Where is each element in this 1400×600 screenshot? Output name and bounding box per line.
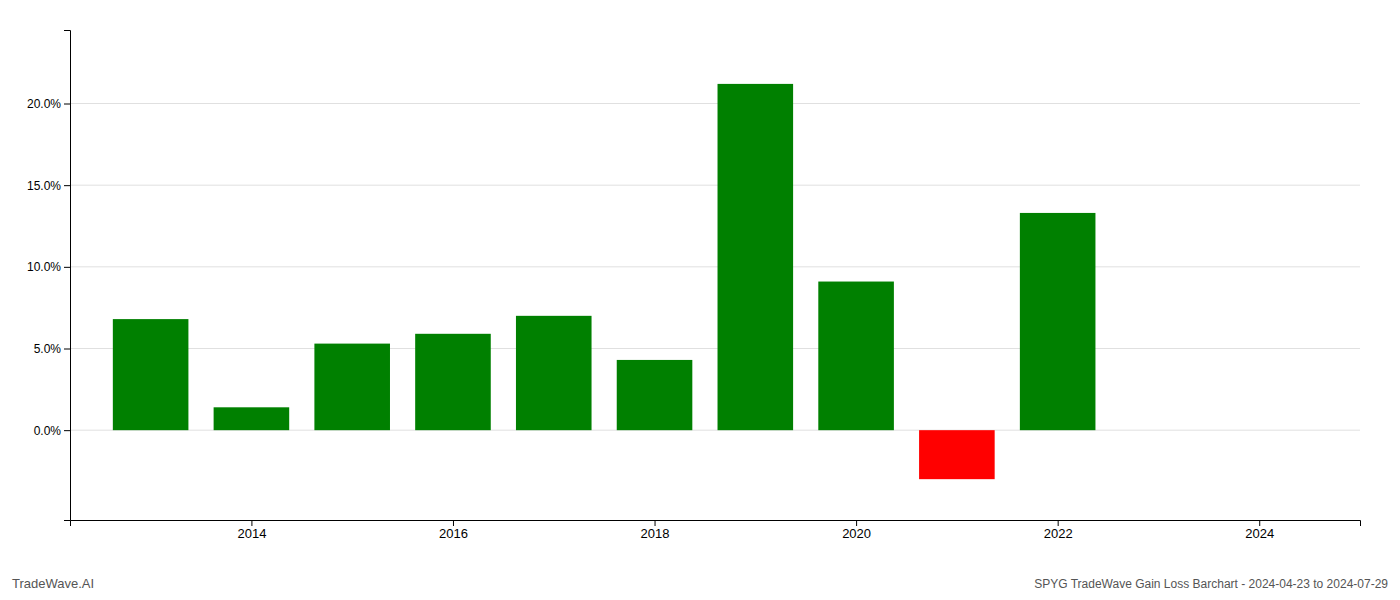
y-tick: 15.0% (27, 179, 70, 193)
grid-line (70, 348, 1360, 349)
bars (113, 84, 1096, 479)
x-tick-mark (1058, 520, 1059, 526)
x-tick-label: 2022 (1044, 526, 1073, 541)
x-tick-mark (1259, 520, 1260, 526)
y-tick-mark (64, 430, 70, 431)
footer: TradeWave.AI SPYG TradeWave Gain Loss Bar… (12, 576, 1388, 591)
x-tick-label: 2024 (1245, 526, 1274, 541)
y-tick-mark (64, 185, 70, 186)
bar (113, 319, 189, 430)
y-tick-mark (64, 104, 70, 105)
footer-left: TradeWave.AI (12, 576, 94, 591)
x-tick: 2016 (439, 520, 468, 541)
x-tick-label: 2014 (237, 526, 266, 541)
y-tick: 20.0% (27, 97, 70, 111)
y-tick-label: 5.0% (34, 342, 62, 356)
y-tick-mark (64, 267, 70, 268)
bar (919, 430, 995, 479)
y-tick: 10.0% (27, 260, 70, 274)
x-axis-line (71, 521, 1361, 527)
bar (718, 84, 794, 430)
bar (1020, 213, 1096, 430)
x-tick-mark (453, 520, 454, 526)
y-tick: 5.0% (34, 342, 70, 356)
y-tick-label: 20.0% (27, 97, 61, 111)
bar (516, 316, 592, 430)
x-tick-mark (856, 520, 857, 526)
x-tick-label: 2016 (439, 526, 468, 541)
bar (214, 407, 290, 430)
y-axis-line (64, 31, 71, 521)
x-tick-mark (655, 520, 656, 526)
x-tick-label: 2018 (641, 526, 670, 541)
chart: 2014 2016 2018 2020 2022 2024 0.0% 5.0% 10.0% 15.… (0, 0, 1400, 600)
x-tick: 2018 (641, 520, 670, 541)
bar (617, 360, 693, 430)
y-axis: 0.0% 5.0% 10.0% 15.0% 20.0% (27, 31, 71, 521)
y-tick-mark (64, 349, 70, 350)
bar (314, 344, 390, 431)
bar (415, 334, 491, 430)
x-tick: 2020 (842, 520, 871, 541)
footer-right: SPYG TradeWave Gain Loss Barchart - 2024… (1034, 577, 1388, 591)
y-tick-label: 15.0% (27, 179, 61, 193)
grid-line (70, 103, 1360, 104)
x-tick-mark (251, 520, 252, 526)
x-tick-label: 2020 (842, 526, 871, 541)
y-tick-label: 0.0% (34, 424, 62, 438)
x-tick: 2014 (237, 520, 266, 541)
grid-line (70, 185, 1360, 186)
plot-area: 2014 2016 2018 2020 2022 2024 0.0% 5.0% 10.0% 15.… (27, 31, 1361, 542)
y-tick: 0.0% (34, 424, 70, 438)
x-tick: 2024 (1245, 520, 1274, 541)
x-axis: 2014 2016 2018 2020 2022 2024 (71, 520, 1361, 541)
bar (818, 282, 894, 431)
grid-line (70, 266, 1360, 267)
x-tick: 2022 (1044, 520, 1073, 541)
grid (70, 104, 1360, 431)
y-tick-label: 10.0% (27, 260, 61, 274)
